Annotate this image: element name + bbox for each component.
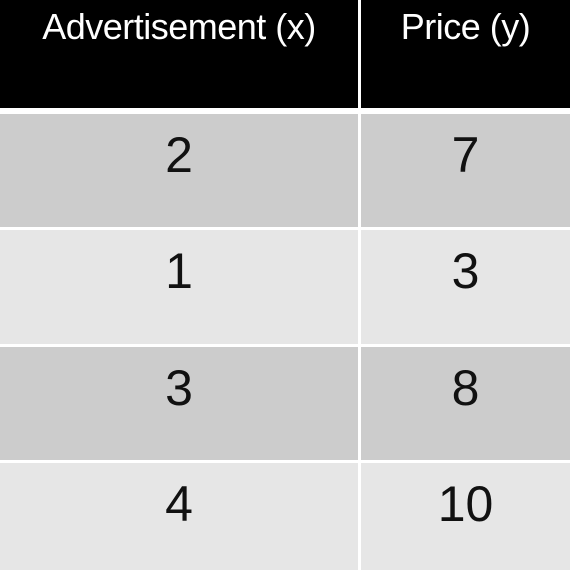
cell-x-row-1: 2 xyxy=(0,114,358,227)
cell-y-row-2: 3 xyxy=(361,230,570,344)
cell-y-row-4: 10 xyxy=(361,463,570,570)
cell-y-row-1: 7 xyxy=(361,114,570,227)
header-advertisement: Advertisement (x) xyxy=(0,0,358,108)
cell-x-row-2: 1 xyxy=(0,230,358,344)
header-price: Price (y) xyxy=(361,0,570,108)
cell-y-row-3: 8 xyxy=(361,347,570,460)
cell-x-row-4: 4 xyxy=(0,463,358,570)
cell-x-row-3: 3 xyxy=(0,347,358,460)
